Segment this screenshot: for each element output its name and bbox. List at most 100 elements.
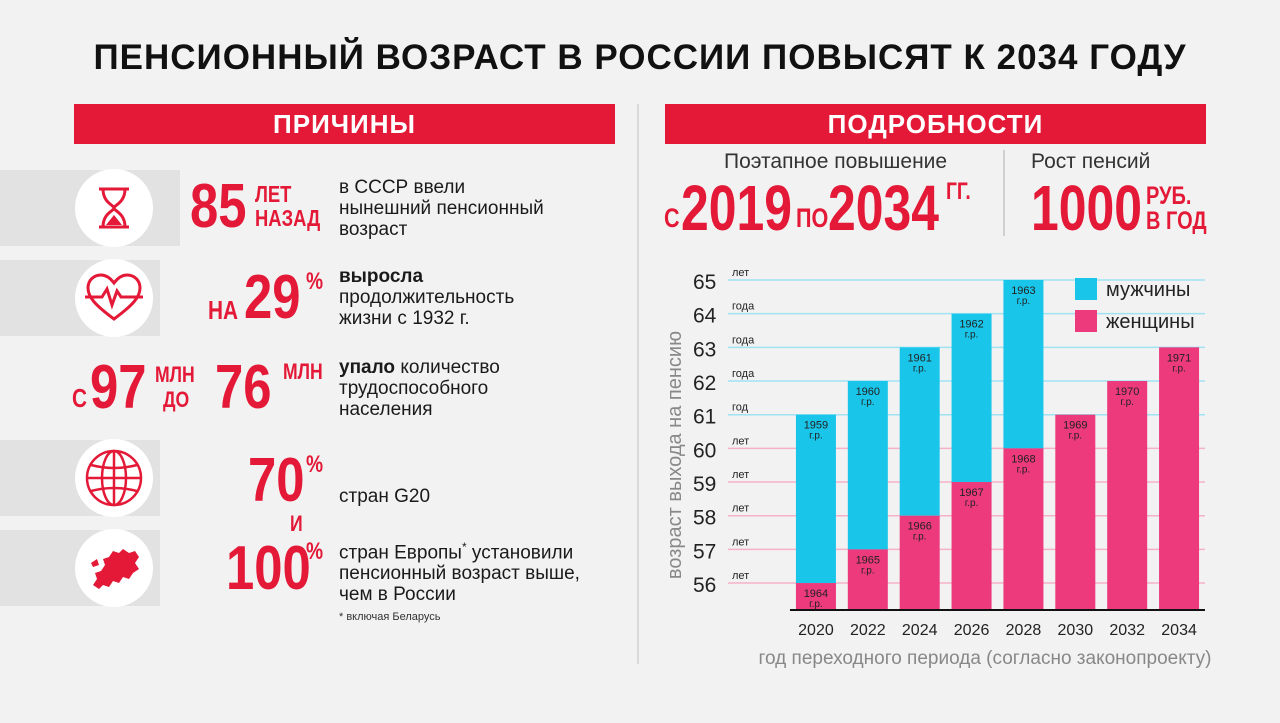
x-axis-label: год переходного периода (согласно законо… <box>759 648 1212 669</box>
bar-label-men: 1962 <box>959 319 983 331</box>
y-tick-unit: лет <box>732 267 749 279</box>
y-axis-label: возраст выхода на пенсию <box>664 331 686 579</box>
bar-men <box>899 347 940 516</box>
bar-label-women: 1965 <box>856 554 880 566</box>
bar-label-men-unit: г.р. <box>913 363 927 374</box>
y-tick-label: 62 <box>693 372 716 395</box>
stat-70-unit: % <box>306 451 324 478</box>
years-unit: ГГ. <box>946 178 971 205</box>
x-tick-label: 2022 <box>850 622 886 639</box>
page-title: ПЕНСИОННЫЙ ВОЗРАСТ В РОССИИ ПОВЫСЯТ К 20… <box>93 38 1187 77</box>
hourglass-icon-circle <box>75 169 153 247</box>
y-tick-label: 56 <box>693 574 716 597</box>
bar-label-women: 1964 <box>804 588 828 600</box>
stat-85-desc: в СССР ввели нынешний пенсионный возраст <box>339 177 544 240</box>
from-label: С <box>664 203 680 233</box>
bar-men <box>847 381 888 550</box>
x-tick-label: 2024 <box>902 622 938 639</box>
bar-label-women-unit: г.р. <box>913 532 927 543</box>
y-tick-unit: лет <box>732 503 749 515</box>
bar-label-men-unit: г.р. <box>809 431 823 442</box>
x-tick-label: 2028 <box>1006 622 1042 639</box>
bar-women <box>1055 414 1096 610</box>
y-tick-unit: года <box>732 368 755 380</box>
bar-women <box>847 549 888 610</box>
stepwise-label: Поэтапное повышение <box>724 150 948 173</box>
y-tick-label: 63 <box>693 338 716 361</box>
x-tick-label: 2026 <box>954 622 990 639</box>
legend-label-men: мужчины <box>1106 279 1190 301</box>
heart-icon-circle <box>75 259 153 337</box>
y-tick-unit: лет <box>732 469 749 481</box>
stat-70-desc: стран G20 <box>339 486 431 507</box>
y-tick-label: 61 <box>693 406 716 429</box>
y-tick-unit: года <box>732 334 755 346</box>
stat-100-desc: стран Европы* установили пенсионный возра… <box>339 540 580 606</box>
stat-97-from: С <box>72 383 88 413</box>
y-tick-label: 64 <box>693 305 717 328</box>
bar-label-women: 1971 <box>1167 352 1191 364</box>
x-tick-label: 2034 <box>1161 622 1197 639</box>
europe-map-icon <box>91 549 139 589</box>
y-tick-unit: лет <box>732 570 749 582</box>
bar-label-men: 1959 <box>804 420 828 432</box>
heart-pulse-icon <box>85 273 143 321</box>
stat-97: 97 <box>90 353 147 422</box>
y-tick-label: 57 <box>693 540 716 563</box>
stat-97-unit: МЛН ДО <box>155 362 195 412</box>
y-tick-label: 59 <box>693 473 716 496</box>
bar-label-women: 1966 <box>907 521 931 533</box>
year-to: 2034 <box>828 172 940 244</box>
hourglass-icon <box>99 187 129 229</box>
bar-label-women-unit: г.р. <box>1120 397 1134 408</box>
growth-unit: РУБ. В ГОД <box>1146 182 1207 235</box>
bar-label-women: 1967 <box>959 487 983 499</box>
stat-85: 85 <box>190 172 247 241</box>
legend-swatch-women <box>1075 310 1097 332</box>
bar-label-women-unit: г.р. <box>1017 464 1031 475</box>
bar-women <box>1159 347 1200 610</box>
y-tick-label: 65 <box>693 271 716 294</box>
y-tick-unit: лет <box>732 536 749 548</box>
y-tick-label: 60 <box>693 439 716 462</box>
bar-label-women: 1970 <box>1115 386 1139 398</box>
europe-map-icon-circle <box>75 529 153 607</box>
stat-76: 76 <box>215 353 272 422</box>
stat-and: И <box>290 511 303 536</box>
stat-29-unit: % <box>306 268 324 295</box>
y-tick-label: 58 <box>693 507 716 530</box>
bar-label-men: 1960 <box>856 386 880 398</box>
stat-100-unit: % <box>306 538 324 565</box>
bar-women <box>795 583 836 610</box>
bar-label-women-unit: г.р. <box>809 599 823 610</box>
x-tick-label: 2030 <box>1058 622 1094 639</box>
stat-29: 29 <box>244 263 301 332</box>
legend-swatch-men <box>1075 278 1097 300</box>
bar-label-men: 1963 <box>1011 285 1035 297</box>
bar-label-women-unit: г.р. <box>861 565 875 576</box>
bar-women <box>1107 381 1148 610</box>
column-divider <box>637 104 639 664</box>
y-tick-unit: года <box>732 301 755 313</box>
x-tick-label: 2032 <box>1109 622 1145 639</box>
bar-men <box>795 414 836 584</box>
retirement-age-chart: 65 лет 64 года 63 года 62 года 61 год 60 лет 59 лет 58… <box>664 267 1212 669</box>
globe-icon <box>85 449 143 507</box>
stat-70: 70 <box>248 446 305 515</box>
bar-label-men-unit: г.р. <box>861 397 875 408</box>
bar-women <box>899 515 940 610</box>
bar-women <box>1003 448 1044 610</box>
y-tick-unit: год <box>732 402 749 414</box>
y-tick-unit: лет <box>732 435 749 447</box>
bar-label-women-unit: г.р. <box>1172 363 1186 374</box>
bar-label-women-unit: г.р. <box>965 498 979 509</box>
globe-icon-circle <box>75 439 153 517</box>
x-tick-label: 2020 <box>798 622 834 639</box>
growth-value: 1000 <box>1031 172 1143 244</box>
stat-29-prefix: НА <box>208 295 239 325</box>
bar-women <box>951 482 992 610</box>
legend-label-women: женщины <box>1106 311 1195 333</box>
stat-85-unit: ЛЕТ НАЗАД <box>255 181 321 231</box>
bar-label-women: 1968 <box>1011 453 1035 465</box>
bar-label-women-unit: г.р. <box>1069 431 1083 442</box>
